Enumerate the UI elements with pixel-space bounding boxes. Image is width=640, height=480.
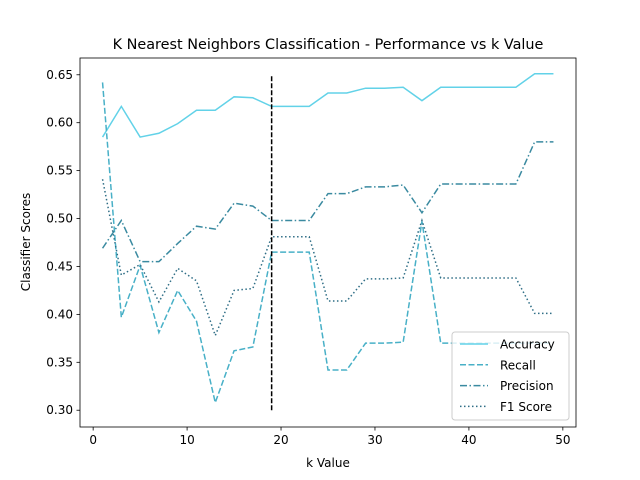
- series-line-precision: [101, 141, 554, 263]
- legend: Accuracy Recall Precision F1 Score: [451, 331, 570, 421]
- y-tick-label: 0.50: [46, 212, 73, 226]
- x-axis-title: k Value: [306, 456, 350, 470]
- legend-label-accuracy: Accuracy: [500, 338, 555, 352]
- y-tick-label: 0.35: [46, 355, 73, 369]
- plot-frame: [79, 57, 577, 428]
- x-tick-label: 20: [273, 433, 288, 447]
- y-axis: 0.30 0.35 0.40 0.45 0.50 0.55 0.60 0.65: [46, 68, 80, 417]
- y-tick-label: 0.55: [46, 164, 73, 178]
- legend-label-recall: Recall: [500, 358, 536, 372]
- series-line-f1-score: [101, 179, 554, 338]
- x-tick-label: 30: [367, 433, 382, 447]
- x-tick-label: 0: [89, 433, 97, 447]
- x-tick-label: 50: [555, 433, 570, 447]
- y-tick-label: 0.65: [46, 68, 73, 82]
- x-tick-label: 40: [461, 433, 476, 447]
- y-axis-title: Classifier Scores: [19, 193, 33, 291]
- x-axis: 0 10 20 30 40 50: [89, 427, 570, 447]
- series-line-accuracy: [101, 73, 554, 138]
- x-tick-label: 10: [179, 433, 194, 447]
- y-tick-label: 0.30: [46, 403, 73, 417]
- legend-label-precision: Precision: [500, 379, 554, 393]
- y-tick-label: 0.60: [46, 116, 73, 130]
- legend-frame: [451, 331, 570, 421]
- legend-label-f1-score: F1 Score: [500, 400, 552, 414]
- chart-title: K Nearest Neighbors Classification - Per…: [113, 37, 544, 53]
- y-tick-label: 0.45: [46, 259, 73, 273]
- y-tick-label: 0.40: [46, 307, 73, 321]
